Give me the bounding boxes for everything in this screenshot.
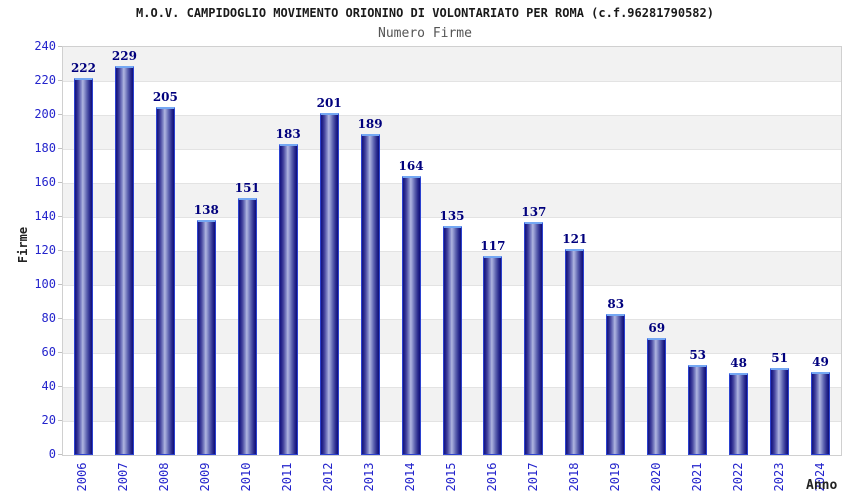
bar-value-label: 222 (70, 60, 97, 75)
y-tick-label: 220 (34, 73, 56, 87)
bar-value-label: 121 (562, 232, 588, 247)
x-axis-ticks: 2006 2007 2008 2009 2010 2011 2012 2013 2014 2015… (0, 456, 850, 500)
y-tick-label: 160 (34, 175, 56, 189)
bar-2024 (811, 371, 831, 455)
y-tick-label: 100 (34, 277, 56, 291)
bar-2013 (360, 133, 380, 455)
x-tick-label: 2017 (525, 462, 540, 492)
bar-value-label: 183 (275, 126, 301, 141)
x-tick-label: 2023 (771, 462, 786, 492)
bar-value-label: 69 (648, 320, 666, 335)
gridline (63, 81, 841, 82)
bar-value-label: 151 (234, 181, 260, 196)
bar-2018 (565, 249, 585, 455)
bar-value-label: 229 (111, 48, 137, 63)
bar-value-label: 137 (521, 205, 547, 220)
y-tick-label: 80 (41, 311, 56, 325)
bar-2023 (770, 368, 790, 455)
y-tick-mark (58, 284, 62, 285)
x-tick-label: 2010 (239, 462, 254, 492)
y-tick-mark (58, 182, 62, 183)
gridline (63, 183, 841, 184)
x-tick-label: 2022 (730, 462, 745, 492)
bar-value-label: 164 (398, 159, 424, 174)
bar-2020 (647, 337, 667, 455)
x-tick-label: 2015 (444, 462, 458, 492)
x-tick-label: 2008 (157, 462, 172, 492)
bar-value-label: 53 (689, 347, 707, 362)
y-tick-label: 200 (34, 107, 56, 121)
bar-2007 (114, 65, 134, 455)
y-tick-mark (58, 148, 62, 149)
bar-2019 (606, 313, 626, 455)
x-tick-label: 2020 (648, 462, 663, 492)
y-tick-mark (58, 352, 62, 353)
plot-band (63, 115, 841, 149)
x-tick-label: 2016 (484, 462, 499, 492)
gridline (63, 115, 841, 116)
bar-2014 (401, 176, 421, 455)
y-tick-label: 180 (34, 141, 56, 155)
plot-band (63, 183, 841, 217)
bar-value-label: 205 (152, 89, 178, 104)
plot-band (63, 149, 841, 183)
x-tick-label: 2012 (321, 462, 336, 492)
bar-2009 (196, 220, 216, 455)
y-tick-label: 240 (34, 39, 56, 53)
y-tick-mark (58, 80, 62, 81)
y-tick-mark (58, 420, 62, 421)
y-tick-label: 0 (48, 447, 56, 461)
y-tick-label: 20 (41, 413, 56, 427)
bar-value-label: 117 (480, 239, 506, 254)
x-tick-label: 2007 (116, 462, 131, 492)
bar-2011 (278, 143, 298, 455)
bar-2010 (237, 198, 257, 455)
bar-2016 (483, 256, 503, 455)
x-tick-label: 2011 (280, 462, 295, 492)
bar-2021 (688, 364, 708, 455)
x-tick-label: 2021 (689, 462, 704, 492)
plot-area: 222 229 205 138 151 183 201 189 164 135 117 137 121 8… (62, 46, 842, 456)
gridline (63, 217, 841, 218)
bar-2006 (73, 77, 93, 455)
y-tick-mark (58, 318, 62, 319)
plot-band (63, 81, 841, 115)
bar-value-label: 201 (316, 96, 342, 111)
gridline (63, 149, 841, 150)
bar-value-label: 51 (771, 351, 788, 366)
bar-2008 (155, 106, 175, 455)
x-tick-label: 2019 (607, 462, 622, 492)
x-axis-title: Anno (806, 478, 838, 493)
bar-2012 (319, 113, 339, 455)
bar-value-label: 48 (730, 356, 747, 371)
y-tick-mark (58, 216, 62, 217)
x-tick-label: 2014 (403, 462, 418, 492)
y-tick-mark (58, 114, 62, 115)
y-tick-label: 60 (41, 345, 56, 359)
bar-2017 (524, 222, 544, 455)
y-tick-mark (58, 386, 62, 387)
bar-value-label: 83 (607, 296, 625, 311)
y-tick-mark (58, 250, 62, 251)
chart-subtitle: Numero Firme (378, 26, 472, 41)
x-tick-label: 2013 (362, 462, 377, 492)
y-tick-label: 120 (34, 243, 56, 257)
bar-2022 (729, 373, 749, 455)
chart-title: M.O.V. CAMPIDOGLIO MOVIMENTO ORIONINO DI… (136, 6, 714, 20)
bar-value-label: 138 (193, 203, 219, 218)
y-tick-label: 40 (41, 379, 56, 393)
y-tick-mark (58, 454, 62, 455)
bar-value-label: 189 (357, 116, 383, 131)
plot-band (63, 47, 841, 81)
bar-value-label: 135 (439, 208, 465, 223)
x-tick-label: 2018 (566, 462, 581, 492)
bar-value-label: 49 (812, 354, 829, 369)
x-tick-label: 2009 (198, 462, 213, 492)
y-tick-mark (58, 46, 62, 47)
x-tick-label: 2006 (75, 462, 90, 492)
y-tick-label: 140 (34, 209, 56, 223)
bar-2015 (442, 225, 462, 455)
